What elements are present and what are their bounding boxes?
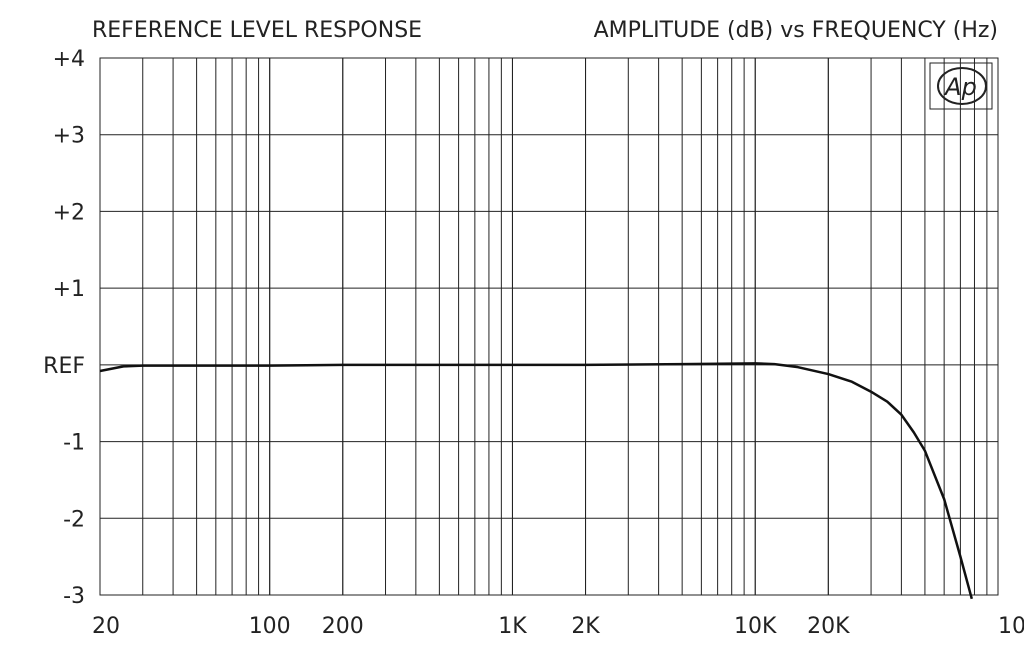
x-tick-label: 100K: [998, 614, 1024, 639]
logo: Ap: [929, 62, 993, 110]
x-tick-label: 10K: [734, 614, 777, 639]
y-tick-label: +2: [53, 200, 85, 225]
y-tick-label: -1: [63, 431, 85, 456]
x-tick-label: 200: [322, 614, 364, 639]
x-tick-label: 2K: [571, 614, 600, 639]
x-tick-label: 20: [92, 614, 120, 639]
plot-frame: [99, 57, 999, 596]
y-tick-label: -2: [63, 507, 85, 532]
y-tick-label: +3: [53, 124, 85, 149]
x-tick-label: 100: [249, 614, 291, 639]
chart-subtitle: AMPLITUDE (dB) vs FREQUENCY (Hz): [594, 18, 998, 43]
y-tick-label: REF: [43, 354, 85, 379]
x-tick-label: 1K: [498, 614, 527, 639]
chart-title: REFERENCE LEVEL RESPONSE: [92, 18, 422, 43]
logo-ring: [937, 67, 987, 105]
response-line: [99, 362, 974, 600]
x-tick-label: 20K: [807, 614, 850, 639]
logo-box: [929, 62, 993, 110]
y-tick-label: -3: [63, 584, 85, 609]
y-tick-label: +1: [53, 277, 85, 302]
y-tick-label: +4: [53, 47, 85, 72]
